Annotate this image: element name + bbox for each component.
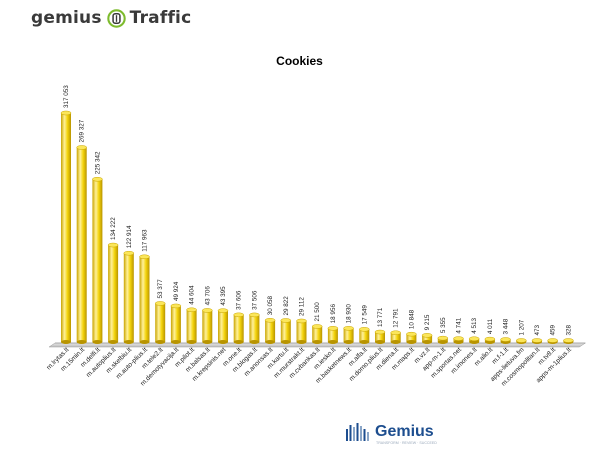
value-label: 473	[534, 324, 541, 335]
bar	[406, 331, 417, 344]
value-label: 12 791	[393, 308, 400, 328]
value-label: 37 506	[251, 290, 258, 310]
bar	[500, 337, 511, 344]
value-label: 317 053	[63, 85, 70, 108]
value-label: 117 963	[142, 229, 149, 252]
value-label: 18 930	[346, 304, 353, 324]
bar	[280, 318, 292, 344]
bar	[421, 333, 433, 344]
value-label: 18 956	[330, 304, 337, 324]
value-label: 29 822	[283, 296, 290, 316]
value-label: 29 112	[299, 297, 306, 316]
bar	[186, 307, 197, 344]
bar	[343, 326, 354, 344]
value-label: 225 342	[94, 151, 101, 174]
chart-title: Cookies	[276, 54, 323, 68]
bar	[437, 335, 449, 344]
bar	[453, 336, 464, 344]
brand-gemius-text: gemius	[31, 8, 102, 28]
value-label: 43 706	[204, 286, 211, 306]
value-label: 37 606	[236, 290, 243, 310]
value-label: 9 215	[424, 314, 431, 330]
value-label: 53 377	[157, 279, 164, 299]
bar	[249, 312, 260, 344]
value-label: 134 222	[110, 217, 117, 240]
gemius-traffic-logo: gemius Traffic	[31, 6, 191, 30]
bar	[139, 254, 150, 344]
bar	[264, 318, 276, 344]
bar	[123, 250, 135, 344]
bar	[202, 308, 213, 344]
value-label: 328	[565, 324, 572, 335]
bar	[76, 145, 87, 344]
value-label: 122 914	[126, 225, 133, 248]
value-label: 10 848	[408, 309, 415, 329]
bar	[107, 242, 119, 344]
value-label: 1 207	[518, 319, 525, 335]
value-label: 17 549	[361, 305, 368, 325]
bar	[311, 324, 323, 344]
bar	[327, 326, 339, 344]
footer-tagline: TRANSFORM · REVIEW · SUCCEED	[376, 441, 437, 445]
value-label: 4 741	[456, 317, 463, 333]
bar	[217, 308, 229, 344]
value-label: 269 327	[79, 119, 86, 142]
value-label: 5 355	[440, 317, 447, 333]
gemius-grid-icon	[346, 423, 369, 441]
value-label: 21 500	[314, 302, 321, 322]
footer-brand-text: Gemius	[375, 423, 434, 440]
value-label: 4 513	[471, 317, 478, 333]
bar	[563, 338, 574, 344]
value-label: 459	[550, 324, 557, 335]
bar	[296, 318, 307, 344]
value-label: 49 924	[173, 281, 180, 301]
bar	[92, 176, 103, 344]
gemius-logo-icon	[106, 8, 126, 28]
cookies-bar-chart: 317 053 269 327 225 342 134 222 122 914 117 9…	[46, 85, 587, 388]
value-label: 30 058	[267, 296, 274, 316]
bar	[374, 329, 386, 344]
brand-traffic-text: Traffic	[129, 8, 192, 28]
bar	[468, 336, 480, 344]
value-label: 44 604	[189, 285, 196, 305]
value-label: 3 448	[503, 318, 510, 334]
bar	[60, 110, 72, 344]
bar	[516, 338, 527, 344]
bar	[154, 301, 166, 344]
bar	[359, 327, 370, 344]
bar	[547, 338, 558, 344]
bar	[484, 336, 496, 344]
value-label: 43 395	[220, 286, 227, 306]
bar	[531, 338, 543, 344]
bar	[233, 312, 244, 344]
value-label: 13 771	[377, 307, 384, 327]
bar	[390, 330, 401, 344]
gemius-footer-logo: Gemius TRANSFORM · REVIEW · SUCCEED	[346, 423, 437, 445]
value-label: 4 011	[487, 318, 494, 334]
bar	[170, 303, 182, 344]
